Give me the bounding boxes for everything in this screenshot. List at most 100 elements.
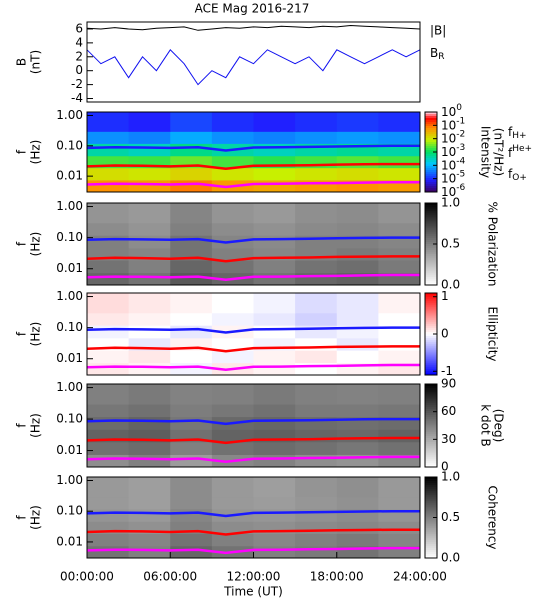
colorbar-step (425, 268, 437, 272)
colorbar-step (425, 390, 437, 393)
colorbar-step (425, 293, 437, 296)
colorbar-step (425, 394, 437, 397)
heatmap-cell (378, 167, 421, 181)
heatmap-cell (253, 416, 296, 430)
heatmap-cell (211, 533, 254, 547)
colorbar-tick-label: 0 (441, 460, 449, 474)
heatmap-cell (128, 416, 171, 430)
heatmap-cell (295, 477, 338, 498)
colorbar-step (425, 266, 437, 270)
heatmap-cell (170, 312, 213, 326)
colorbar-step (425, 495, 437, 498)
heatmap-cell (253, 545, 296, 559)
colorbar-step (425, 519, 437, 523)
colorbar-step (425, 252, 437, 255)
series-line (86, 326, 420, 334)
y-tick-label: 0.10 (56, 504, 83, 518)
heatmap-cell (87, 112, 130, 132)
colorbar-tick-label: 10-4 (441, 157, 466, 172)
heatmap-cell (128, 260, 171, 274)
heatmap-cell (295, 179, 338, 193)
series-line (86, 273, 420, 282)
colorbar-step (425, 122, 437, 125)
y-axis-label: f (15, 331, 29, 336)
legend-entry: fH+ (508, 125, 527, 141)
colorbar-label: Ellipticity (486, 307, 500, 362)
colorbar-step (425, 219, 437, 222)
colorbar-step (425, 511, 437, 514)
colorbar-step (425, 354, 437, 358)
colorbar-step (425, 425, 437, 429)
heatmap-cell (211, 112, 254, 132)
colorbar-step (425, 319, 437, 323)
heatmap-cell (253, 112, 296, 132)
heatmap-cell (128, 441, 171, 455)
heatmap-cell (128, 312, 171, 326)
colorbar-step (425, 138, 437, 141)
heatmap-cell (336, 247, 379, 261)
heatmap-cell (295, 350, 338, 364)
heatmap-cell (128, 545, 171, 559)
colorbar-step (425, 231, 437, 235)
colorbar-step (425, 207, 437, 210)
colorbar-step (425, 146, 437, 149)
series-line (86, 509, 420, 518)
colorbar-step (425, 499, 437, 502)
heatmap-cell (128, 131, 171, 144)
colorbar-tick-label: 30 (441, 432, 456, 446)
heatmap-cell (336, 131, 379, 144)
colorbar-step (425, 348, 437, 351)
colorbar-tick-label: 10-1 (441, 117, 465, 132)
colorbar-step (425, 555, 437, 559)
heatmap-cell (336, 155, 379, 169)
y-axis-label: f (15, 241, 29, 246)
heatmap-cell (295, 404, 338, 418)
heatmap-cell (87, 545, 130, 559)
heatmap-cell (295, 454, 338, 468)
colorbar-step (425, 301, 437, 304)
colorbar-step (425, 505, 437, 508)
colorbar-step (425, 402, 437, 406)
colorbar-step (425, 529, 437, 533)
colorbar-step (425, 158, 437, 161)
colorbar-step (425, 551, 437, 555)
heatmap-cell (170, 222, 213, 236)
heatmap-cell (378, 131, 421, 144)
colorbar-tick-label: 100 (441, 103, 462, 118)
colorbar-step (425, 124, 437, 127)
plot-frame (86, 21, 421, 103)
heatmap-cell (87, 143, 130, 157)
colorbar-step (425, 413, 437, 416)
colorbar-step (425, 356, 437, 360)
heatmap-cell (253, 496, 296, 510)
heatmap-cell (211, 155, 254, 169)
colorbar-step (425, 446, 437, 449)
heatmap-cell (211, 496, 254, 510)
x-axis-label: Time (UT) (223, 585, 283, 599)
colorbar-step (425, 254, 437, 257)
heatmap-cell (253, 131, 296, 144)
colorbar-step (425, 521, 437, 525)
heatmap-cell (87, 404, 130, 418)
colorbar-step (425, 209, 437, 212)
colorbar-step (425, 342, 437, 345)
plot-frame (86, 292, 421, 376)
heatmap-cell (87, 454, 130, 468)
colorbar-step (425, 142, 437, 145)
colorbar-step (425, 553, 437, 557)
heatmap-cell (211, 167, 254, 181)
colorbar-tick-label: 10-5 (441, 170, 465, 185)
y-axis-label: f (15, 515, 29, 520)
colorbar-step (425, 460, 437, 464)
colorbar-step (425, 334, 437, 337)
x-tick-label: 06:00:00 (143, 570, 197, 584)
heatmap-cell (253, 477, 296, 498)
colorbar-step (425, 211, 437, 214)
colorbar-step (425, 485, 437, 488)
heatmap-cell (378, 429, 421, 443)
heatmap-cell (295, 312, 338, 326)
heatmap-cell (253, 167, 296, 181)
colorbar-step (425, 406, 437, 410)
heatmap-cell (128, 112, 171, 132)
